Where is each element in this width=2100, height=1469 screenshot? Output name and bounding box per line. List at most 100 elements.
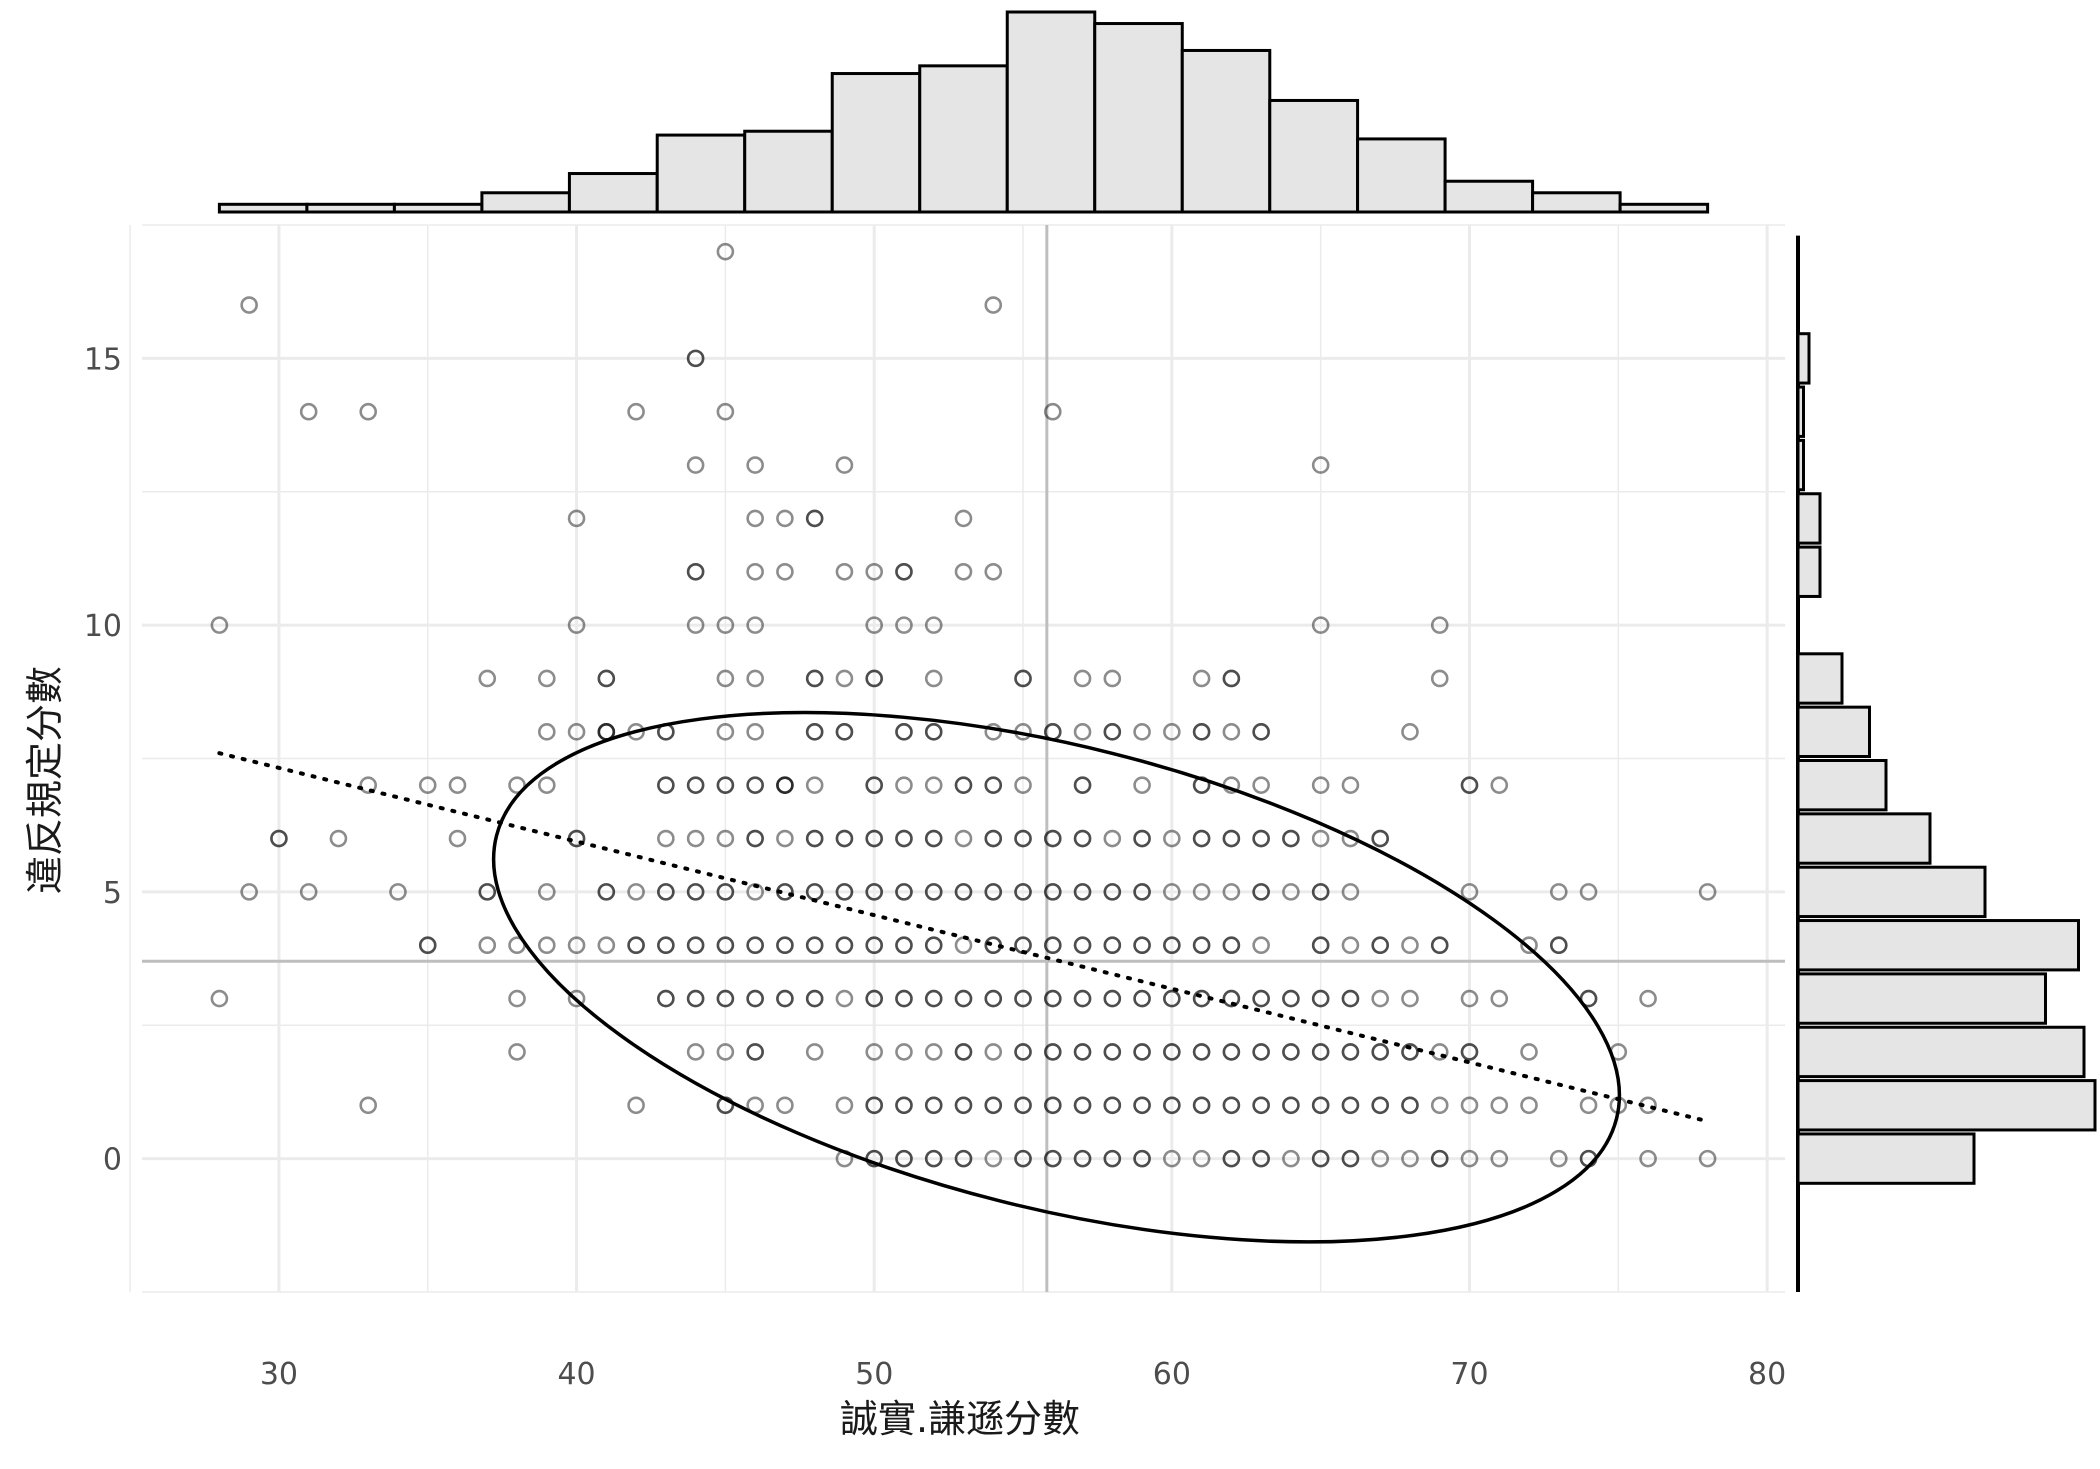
data-point: [1133, 883, 1151, 901]
data-point: [865, 669, 884, 688]
data-point: [1192, 936, 1211, 955]
data-point: [1103, 989, 1122, 1008]
data-point: [1073, 1149, 1092, 1168]
data-point: [418, 936, 437, 955]
data-point: [1163, 1043, 1181, 1061]
data-point: [924, 616, 943, 634]
y-hist-bar: [1796, 1132, 1976, 1185]
data-point: [1401, 936, 1419, 955]
data-point: [1490, 989, 1509, 1008]
data-point: [1014, 1043, 1032, 1061]
data-point: [984, 1096, 1003, 1115]
data-point: [1103, 1096, 1122, 1115]
x-hist-bar: [1443, 179, 1535, 214]
data-point: [1043, 829, 1062, 848]
data-point: [1311, 616, 1330, 634]
data-point: [1282, 829, 1300, 848]
data-point: [716, 402, 735, 421]
data-point: [1401, 1043, 1419, 1061]
data-point: [537, 936, 556, 955]
data-point: [1103, 883, 1122, 901]
x-hist-bar: [830, 72, 922, 214]
data-point: [1103, 723, 1122, 741]
data-point: [924, 723, 943, 741]
x-marginal-histogram: [217, 10, 1710, 214]
data-point: [210, 989, 229, 1008]
data-point: [1341, 989, 1360, 1008]
data-point: [716, 936, 735, 955]
data-point: [418, 936, 437, 955]
x-hist-bar: [1618, 202, 1710, 214]
data-point: [1460, 1043, 1479, 1061]
data-point: [984, 562, 1003, 581]
data-point: [1043, 1096, 1062, 1115]
data-point: [1311, 883, 1330, 901]
data-point: [1043, 936, 1062, 955]
data-point: [1103, 1096, 1122, 1115]
data-point: [1252, 936, 1270, 955]
data-point: [1252, 723, 1270, 741]
data-point: [746, 562, 764, 581]
data-point: [508, 776, 526, 794]
data-point: [954, 883, 973, 901]
data-point: [1192, 1096, 1211, 1115]
data-point: [1311, 456, 1330, 474]
data-point: [805, 669, 824, 688]
data-point: [359, 402, 378, 421]
data-point: [1252, 883, 1270, 901]
data-point: [1043, 1043, 1062, 1061]
data-point: [1192, 1043, 1211, 1061]
data-point: [1073, 1096, 1092, 1115]
data-point: [1103, 936, 1122, 955]
data-point: [805, 509, 824, 528]
data-point: [895, 936, 913, 955]
data-point: [1073, 829, 1092, 848]
data-point: [1282, 989, 1300, 1008]
y-hist-bar: [1796, 652, 1844, 705]
data-point: [1520, 936, 1538, 955]
x-hist-bar: [567, 172, 659, 214]
data-point: [1192, 989, 1211, 1008]
data-point: [1341, 1096, 1360, 1115]
data-point: [1133, 1149, 1151, 1168]
data-point: [1192, 669, 1211, 688]
data-point: [1014, 829, 1032, 848]
data-point: [1043, 989, 1062, 1008]
data-point: [924, 829, 943, 848]
data-point: [1222, 989, 1241, 1008]
data-point: [746, 723, 764, 741]
data-point: [1133, 989, 1151, 1008]
data-point: [1133, 1096, 1151, 1115]
data-point: [895, 723, 913, 741]
y-hist-bar: [1796, 705, 1871, 759]
data-point: [1043, 989, 1062, 1008]
data-point: [865, 829, 884, 848]
confidence-ellipse: [491, 710, 1622, 1244]
y-hist-bar: [1796, 865, 1987, 919]
data-point: [865, 883, 884, 901]
data-point: [805, 669, 824, 688]
data-point: [805, 936, 824, 955]
data-point: [746, 616, 764, 634]
data-point: [657, 883, 675, 901]
data-point: [1222, 1096, 1241, 1115]
data-point: [627, 936, 645, 955]
data-point: [924, 776, 943, 794]
data-point: [984, 723, 1003, 741]
data-point: [954, 829, 973, 848]
data-point: [1252, 1096, 1270, 1115]
y-hist-bar: [1796, 385, 1805, 438]
data-point: [1282, 1043, 1300, 1061]
data-point: [746, 989, 764, 1008]
data-point: [1014, 669, 1032, 688]
data-point: [895, 883, 913, 901]
data-point: [1252, 829, 1270, 848]
x-hist-bar: [1356, 137, 1447, 214]
data-point: [895, 936, 913, 955]
data-point: [210, 616, 229, 634]
data-point: [1311, 883, 1330, 901]
data-point: [537, 723, 556, 741]
data-point: [359, 1096, 378, 1115]
data-point: [954, 989, 973, 1008]
